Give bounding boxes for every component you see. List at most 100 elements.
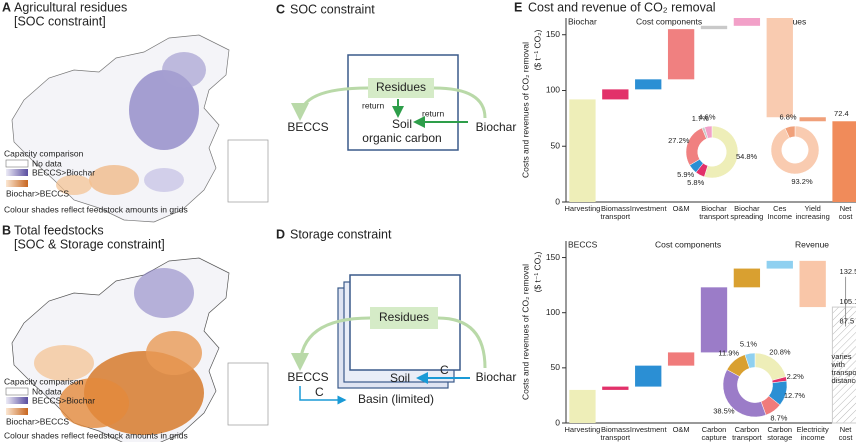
legend-title: Capacity comparison <box>4 148 84 158</box>
donut-label: 4.6% <box>698 112 715 121</box>
x-tick-label: Net cost <box>839 425 854 442</box>
bar <box>832 121 856 202</box>
map <box>11 257 269 442</box>
node-label: Residues <box>376 80 426 94</box>
panel-subtitle: [SOC constraint] <box>14 14 106 28</box>
node-box <box>370 307 438 329</box>
edge-label: return <box>362 100 384 110</box>
donut-segment <box>703 125 739 179</box>
node-box <box>368 78 434 98</box>
bar <box>569 389 596 423</box>
data-label: 105.1 <box>840 297 856 306</box>
bar <box>766 18 793 118</box>
x-tick-label: Electricity income <box>797 425 829 442</box>
x-tick-label: Carbon storage <box>767 425 792 442</box>
edge-label: C <box>440 363 449 377</box>
y-tick-label: 100 <box>546 85 560 95</box>
legend-note: Colour shades reflect feedstock amounts … <box>4 204 188 214</box>
donut-label: 5.1% <box>740 340 757 349</box>
x-tick-label: Biomass transport <box>601 425 632 442</box>
donut-label: 11.9% <box>718 348 739 357</box>
x-tick-label: O&M <box>673 204 690 213</box>
legend-swatch <box>6 169 28 176</box>
edge-label: C <box>315 385 324 399</box>
x-tick-label: Yield increasing <box>796 204 830 221</box>
diagram-box <box>349 274 461 371</box>
node-label: Biochar <box>476 120 517 134</box>
range-label: 132.5 <box>840 267 856 276</box>
donut-label: 27.2% <box>668 136 690 145</box>
panel-e: E Cost and revenue of CO₂ removal <box>514 0 716 14</box>
donut-label: 38.5% <box>713 407 735 416</box>
node-label: organic carbon <box>362 131 441 145</box>
annotation: varieswithtransportdistance <box>831 352 856 385</box>
donut-label: 6.8% <box>779 113 796 122</box>
y-axis-label: Costs and revenues of CO₂ removal <box>520 42 530 178</box>
donut-segment <box>704 125 713 139</box>
legend-item: Biochar>BECCS <box>6 188 69 198</box>
legend-item: Biochar>BECCS <box>6 416 69 426</box>
panel-d: D Storage constraint Residues Soil C C B… <box>276 227 516 406</box>
donut-label: 1.7% <box>692 114 709 123</box>
y-tick-label: 150 <box>546 29 560 39</box>
donut-segment <box>784 125 796 139</box>
panel-title: Agricultural residues <box>14 0 127 14</box>
x-tick-label: Harvesting <box>565 425 601 434</box>
x-tick-label: Investment <box>630 425 668 434</box>
donut-label: 12.7% <box>784 391 806 400</box>
group-label: BECCS <box>568 239 598 249</box>
map <box>11 34 269 223</box>
legend-note: Colour shades reflect feedstock amounts … <box>4 430 188 440</box>
bar <box>733 268 761 288</box>
panel-b: B Total feedstocks [SOC & Storage constr… <box>2 223 269 442</box>
donut-segment <box>744 352 756 369</box>
bar <box>766 260 793 269</box>
bar <box>635 79 662 90</box>
bar <box>799 117 826 122</box>
node-label: BECCS <box>287 370 328 384</box>
legend-swatch <box>5 159 29 168</box>
legend-swatch <box>5 387 29 396</box>
x-tick-label: Carbon transport <box>732 425 763 442</box>
donut-label: 5.9% <box>677 170 694 179</box>
arrow <box>433 86 487 119</box>
node-label: Residues <box>379 310 429 324</box>
y-tick-label: 150 <box>546 252 560 262</box>
legend-swatch <box>6 180 28 187</box>
node-label: Soil <box>390 371 410 385</box>
bar <box>700 287 728 353</box>
y-tick-label: 100 <box>546 307 560 317</box>
y-tick-label: 50 <box>551 362 561 372</box>
y-tick-label: 50 <box>551 140 561 150</box>
arrow <box>291 316 371 371</box>
x-tick-label: Biochar transport <box>699 204 730 221</box>
donut-label: 5.8% <box>687 178 704 187</box>
arrow <box>299 386 347 405</box>
x-tick-label: Biomass transport <box>601 204 632 221</box>
node-label: Basin (limited) <box>358 392 434 406</box>
bar <box>799 260 826 308</box>
legend-item: BECCS>Biochar <box>32 395 95 405</box>
panel-c: C SOC constraint Residues return return … <box>276 2 517 151</box>
panel-title: SOC constraint <box>290 2 375 16</box>
y-axis-unit: ($ t⁻¹ CO₂) <box>532 29 542 70</box>
bar <box>635 365 662 387</box>
bar <box>700 25 728 30</box>
panel-label: D <box>276 227 285 241</box>
legend-item: No data <box>32 386 62 396</box>
diagram-box <box>347 54 459 151</box>
x-tick-label: Harvesting <box>565 204 601 213</box>
panel-label: E <box>514 0 522 14</box>
bar <box>667 352 695 366</box>
range-label: 87.5 <box>840 316 855 325</box>
donut-label: 54.8% <box>736 152 758 161</box>
edge-label: return <box>422 108 444 118</box>
y-axis-unit: ($ t⁻¹ CO₂) <box>532 251 542 292</box>
x-tick-label: Investment <box>630 204 668 213</box>
bar <box>569 99 596 202</box>
panel-label: C <box>276 2 285 16</box>
legend-swatch <box>6 397 28 404</box>
panel-title: Storage constraint <box>290 227 392 241</box>
arrow <box>437 316 487 369</box>
